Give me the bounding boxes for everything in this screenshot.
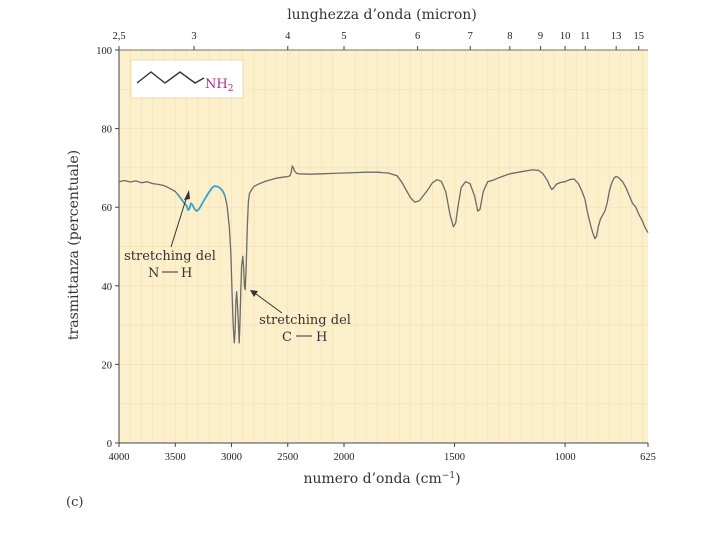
bottom-axis-ticks: 4000 3500 3000 2500 2000 1500 1000 625: [109, 443, 656, 463]
x-tick-label: 3500: [165, 452, 186, 463]
annotation-ch-atom-c: C: [282, 330, 292, 345]
panel-label: (c): [66, 495, 84, 510]
y-tick-label: 60: [102, 203, 113, 214]
top-tick-label: 3: [191, 31, 196, 42]
top-axis-ticks: 2,5 3 4 5 6 7 8 9 10 11 13 15: [112, 31, 644, 50]
annotation-nh-atom-h: H: [181, 266, 192, 281]
x-tick-label: 2500: [277, 452, 298, 463]
top-tick-label: 11: [580, 31, 590, 42]
x-tick-label: 3000: [221, 452, 242, 463]
top-axis-title: lunghezza d’onda (micron): [287, 7, 477, 23]
y-tick-label: 100: [96, 46, 112, 57]
annotation-nh-stretch: stretching del N H: [124, 190, 216, 281]
top-tick-label: 13: [611, 31, 622, 42]
y-tick-label: 20: [102, 360, 113, 371]
nh-band-highlight: [177, 185, 226, 212]
top-tick-label: 4: [285, 31, 291, 42]
series: [118, 165, 649, 344]
annotation-ch-stretch: stretching del C H: [250, 290, 351, 345]
x-tick-label: 625: [640, 452, 656, 463]
top-tick-label: 2,5: [112, 31, 125, 42]
y-tick-label: 80: [102, 125, 113, 136]
y-axis-title: trasmittanza (percentuale): [66, 150, 82, 340]
annotation-nh-arrowhead: [184, 190, 190, 200]
annotation-ch-arrow: [255, 293, 283, 314]
molecule-inset: NH2: [130, 59, 244, 99]
top-tick-label: 10: [560, 31, 571, 42]
x-axis-title: numero d’onda (cm−1): [303, 471, 460, 487]
top-tick-label: 7: [468, 31, 473, 42]
y-axis-ticks: 0 20 40 60 80 100: [96, 46, 119, 450]
top-tick-label: 6: [415, 31, 420, 42]
annotation-nh-line1: stretching del: [124, 249, 216, 264]
y-tick-label: 0: [107, 439, 112, 450]
butyl-chain-icon: [136, 71, 205, 84]
x-tick-label: 2000: [334, 452, 355, 463]
y-tick-label: 40: [102, 282, 113, 293]
grid: [118, 49, 648, 444]
amine-label: NH2: [205, 77, 233, 94]
top-tick-label: 9: [538, 31, 543, 42]
top-tick-label: 15: [633, 31, 644, 42]
x-tick-label: 1000: [555, 452, 576, 463]
x-tick-label: 4000: [109, 452, 130, 463]
top-tick-label: 5: [341, 31, 346, 42]
annotation-ch-line1: stretching del: [259, 313, 351, 328]
annotation-nh-arrow: [170, 195, 188, 248]
annotation-nh-atom-n: N: [148, 266, 159, 281]
top-tick-label: 8: [507, 31, 512, 42]
x-tick-label: 1500: [444, 452, 465, 463]
annotation-ch-arrowhead: [250, 290, 258, 297]
annotation-ch-atom-h: H: [316, 330, 327, 345]
